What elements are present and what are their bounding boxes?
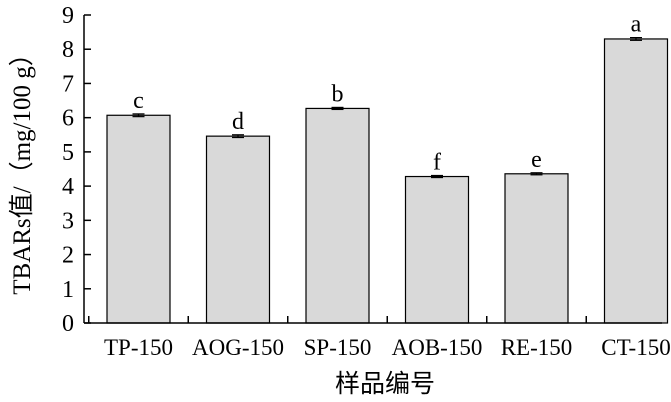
significance-labels-layer: c d b f e a bbox=[133, 12, 642, 176]
bar-sp-150 bbox=[305, 107, 370, 324]
axes-layer bbox=[83, 15, 662, 324]
y-tick-label: 3 bbox=[62, 208, 74, 234]
significance-label: c bbox=[133, 88, 144, 114]
y-tick-label: 8 bbox=[62, 37, 74, 63]
x-category-label: TP-150 bbox=[104, 335, 173, 360]
error-bars-layer bbox=[132, 36, 642, 179]
y-axis-title: TBARs值/（mg/100 g） bbox=[8, 41, 36, 295]
x-ticks-layer: TP-150 AOG-150 SP-150 AOB-150 RE-150 CT-150 bbox=[88, 316, 671, 360]
significance-label: f bbox=[433, 150, 441, 176]
bar-re-150 bbox=[504, 173, 569, 324]
x-category-label: AOB-150 bbox=[392, 335, 483, 360]
y-tick-label: 0 bbox=[62, 311, 74, 337]
y-tick-label: 6 bbox=[62, 106, 74, 132]
x-category-label: CT-150 bbox=[601, 335, 670, 360]
x-category-label: AOG-150 bbox=[192, 335, 284, 360]
y-tick-label: 2 bbox=[62, 243, 74, 269]
y-tick-label: 7 bbox=[62, 71, 74, 97]
significance-label: e bbox=[531, 147, 542, 173]
bar-ct-150 bbox=[603, 38, 669, 324]
bar-aob-150 bbox=[404, 175, 470, 324]
y-ticks-layer: 0 1 2 3 4 5 6 7 8 9 bbox=[62, 3, 91, 337]
y-tick-label: 5 bbox=[62, 140, 74, 166]
x-category-label: SP-150 bbox=[304, 335, 372, 360]
x-category-label: RE-150 bbox=[501, 335, 573, 360]
x-axis-title: 样品编号 bbox=[335, 370, 435, 398]
bar-tp-150 bbox=[106, 114, 171, 324]
y-tick-label: 1 bbox=[62, 277, 74, 303]
bar-aog-150 bbox=[205, 135, 271, 324]
bars-layer bbox=[106, 38, 669, 324]
significance-label: a bbox=[631, 12, 642, 38]
significance-label: d bbox=[232, 109, 244, 135]
significance-label: b bbox=[332, 81, 344, 107]
y-tick-label: 9 bbox=[62, 3, 74, 29]
y-tick-label: 4 bbox=[62, 174, 74, 200]
